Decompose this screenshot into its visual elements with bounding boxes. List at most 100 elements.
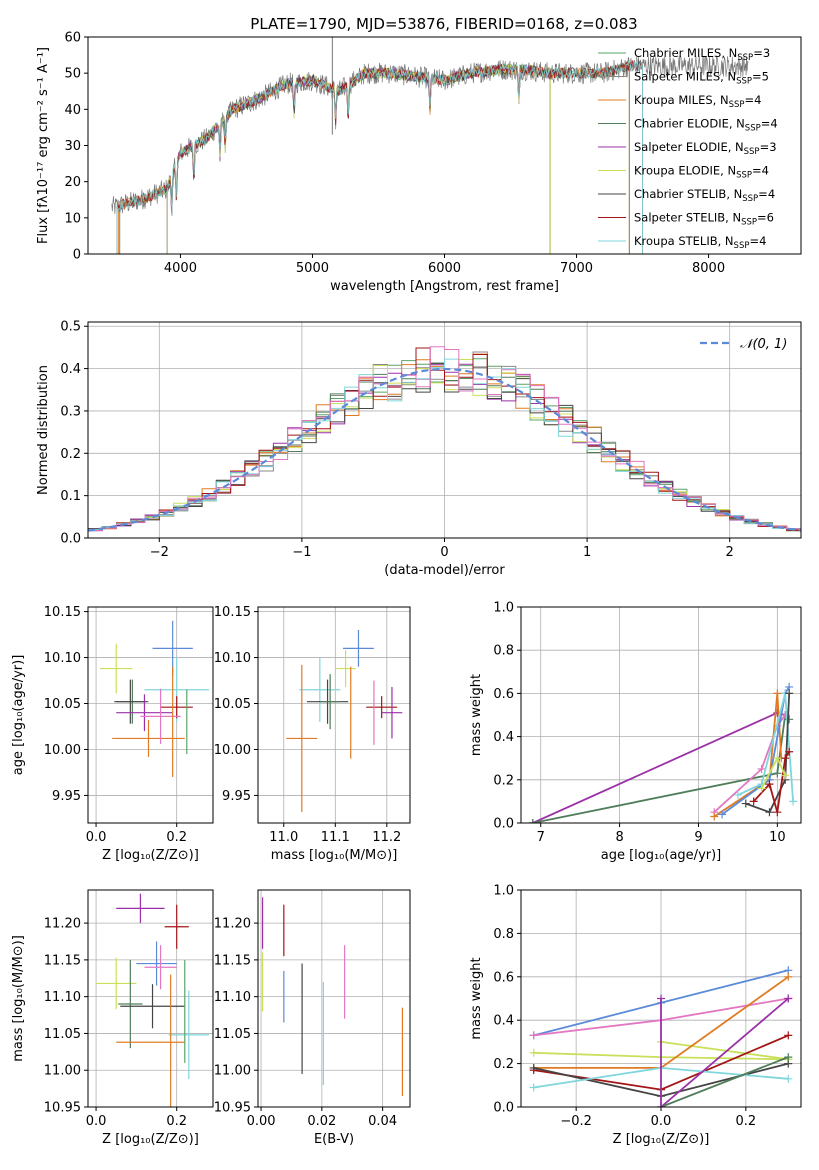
y-tick-label: 10.05 xyxy=(44,697,81,712)
legend-entry: Kroupa MILES, NSSP=4 xyxy=(634,93,761,110)
y-tick-label: 1.0 xyxy=(493,601,514,616)
weight-line-6 xyxy=(745,693,791,814)
y-tick-label: 11.15 xyxy=(214,953,251,968)
errorbar-point xyxy=(164,904,189,949)
panel-mass-vs-ebv: 0.00 0.02 0.04 10.95 11.00 11.05 11.10 11.15 11.… xyxy=(214,889,411,1147)
x-tick-label: 1 xyxy=(583,545,591,560)
weight-marker xyxy=(749,797,758,806)
weight-marker xyxy=(718,810,727,819)
weight-marker xyxy=(733,790,742,799)
errorbar-point xyxy=(136,941,177,986)
weight-marker xyxy=(529,1048,538,1057)
weight-marker xyxy=(657,1103,665,1107)
legend-nssp: 3 xyxy=(769,140,776,154)
y-axis-label: Flux [fλ10⁻¹⁷ erg cm⁻² s⁻¹ A⁻¹] xyxy=(36,47,51,244)
y-tick-label: 0.4 xyxy=(60,362,81,377)
y-tick-label: 11.20 xyxy=(44,917,81,932)
weight-marker xyxy=(529,1063,538,1072)
legend-entry: Kroupa ELODIE, NSSP=4 xyxy=(634,164,769,181)
x-axis-label: Z [log₁₀(Z/Z⊙)] xyxy=(613,1132,710,1147)
legend-nssp: 4 xyxy=(759,234,766,248)
weight-marker xyxy=(657,994,665,1003)
spectrum-legend: Chabrier MILES, NSSP=3 Salpeter MILES, NS… xyxy=(598,46,778,251)
legend-nssp: 4 xyxy=(754,93,761,107)
x-tick-label: 7000 xyxy=(560,261,593,276)
errorbar-point xyxy=(286,664,318,812)
y-tick-label: 50 xyxy=(64,67,81,82)
panel-mass-vs-z: 0.0 0.2 10.95 11.00 11.05 11.10 11.15 11.20 Z [l… xyxy=(11,889,214,1147)
y-tick-label: 0.8 xyxy=(493,644,514,659)
y-tick-label: 11.00 xyxy=(214,1064,251,1079)
y-tick-label: 9.95 xyxy=(52,789,81,804)
figure-title: PLATE=1790, MJD=53876, FIBERID=0168, z=0… xyxy=(250,15,637,33)
y-tick-label: 10.95 xyxy=(44,1101,81,1116)
y-tick-label: 0.5 xyxy=(60,320,81,335)
x-tick-label: 0.0 xyxy=(86,1114,107,1129)
legend-entry: Kroupa STELIB, NSSP=4 xyxy=(634,234,766,251)
model-line-8 xyxy=(116,60,643,213)
legend-series-name: Kroupa MILES xyxy=(634,93,713,107)
y-tick-label: 0.2 xyxy=(493,773,514,788)
weight-line-3 xyxy=(660,1041,789,1061)
legend-entry: Salpeter STELIB, NSSP=6 xyxy=(634,211,774,228)
legend-series-name: Chabrier MILES xyxy=(634,46,721,60)
axes-frame xyxy=(87,889,214,1108)
weight-marker xyxy=(710,812,719,821)
legend-nssp: 4 xyxy=(770,117,777,131)
errorbar-point xyxy=(114,679,147,724)
y-tick-label: 10.00 xyxy=(214,743,251,758)
weight-marker xyxy=(785,747,794,756)
errorbar-point xyxy=(381,686,403,739)
plot-area-mass-vs-z xyxy=(96,893,209,1107)
x-tick-label: 5000 xyxy=(296,261,329,276)
x-tick-label: −0.2 xyxy=(560,1114,592,1129)
histogram-8 xyxy=(88,358,801,530)
errorbar-point xyxy=(168,990,209,1080)
y-tick-label: 20 xyxy=(64,175,81,190)
y-tick-label: 0.2 xyxy=(493,1057,514,1072)
legend-nssp: 4 xyxy=(762,164,769,178)
axes-frame xyxy=(257,606,411,824)
errorbar-point xyxy=(144,945,177,990)
y-tick-label: 10 xyxy=(64,211,81,226)
legend-normal: 𝒩(0, 1) xyxy=(740,337,787,352)
grid-mass-vs-z xyxy=(88,890,213,1108)
y-tick-label: 11.05 xyxy=(214,1027,251,1042)
weight-marker xyxy=(765,780,774,789)
weight-marker xyxy=(529,1031,538,1040)
y-tick-label: 11.10 xyxy=(214,990,251,1005)
weight-marker xyxy=(784,1031,793,1040)
weight-line-9 xyxy=(660,1056,789,1107)
y-tick-label: 11.00 xyxy=(44,1064,81,1079)
legend-series-name: Chabrier ELODIE xyxy=(634,117,729,131)
y-tick-label: 0.8 xyxy=(493,927,514,942)
plot-area-age-vs-z xyxy=(100,620,209,778)
y-tick-label: 11.20 xyxy=(214,917,251,932)
x-tick-label: 0.0 xyxy=(651,1114,672,1129)
weight-line-0 xyxy=(532,711,786,823)
y-tick-label: 0.1 xyxy=(60,489,81,504)
y-tick-label: 9.95 xyxy=(222,789,251,804)
legend-series-name: Salpeter STELIB xyxy=(634,211,725,225)
y-tick-label: 1.0 xyxy=(493,884,514,899)
plot-area-mass-vs-ebv xyxy=(261,897,403,1096)
x-tick-label: 9 xyxy=(694,830,702,845)
model-line-2 xyxy=(118,59,629,211)
x-tick-label: 0.02 xyxy=(307,1114,336,1129)
x-tick-label: 2 xyxy=(726,545,734,560)
y-tick-label: 0 xyxy=(73,248,81,263)
axes-frame xyxy=(257,889,411,1108)
errorbar-point xyxy=(118,959,143,1049)
errorbar-point xyxy=(120,984,185,1029)
weight-marker xyxy=(785,689,794,698)
y-tick-label: 40 xyxy=(64,103,81,118)
y-tick-label: 0.3 xyxy=(60,404,81,419)
weight-line-1 xyxy=(532,712,790,823)
weight-marker xyxy=(784,994,793,1003)
y-tick-label: 30 xyxy=(64,139,81,154)
x-tick-label: 0.00 xyxy=(247,1114,276,1129)
panel-residuals: −2 −1 0 1 2 0.0 0.1 0.2 0.3 0.4 0.5 (data-model)/er… xyxy=(36,320,802,578)
weight-marker xyxy=(757,765,766,773)
y-tick-label: 0.2 xyxy=(60,447,81,462)
